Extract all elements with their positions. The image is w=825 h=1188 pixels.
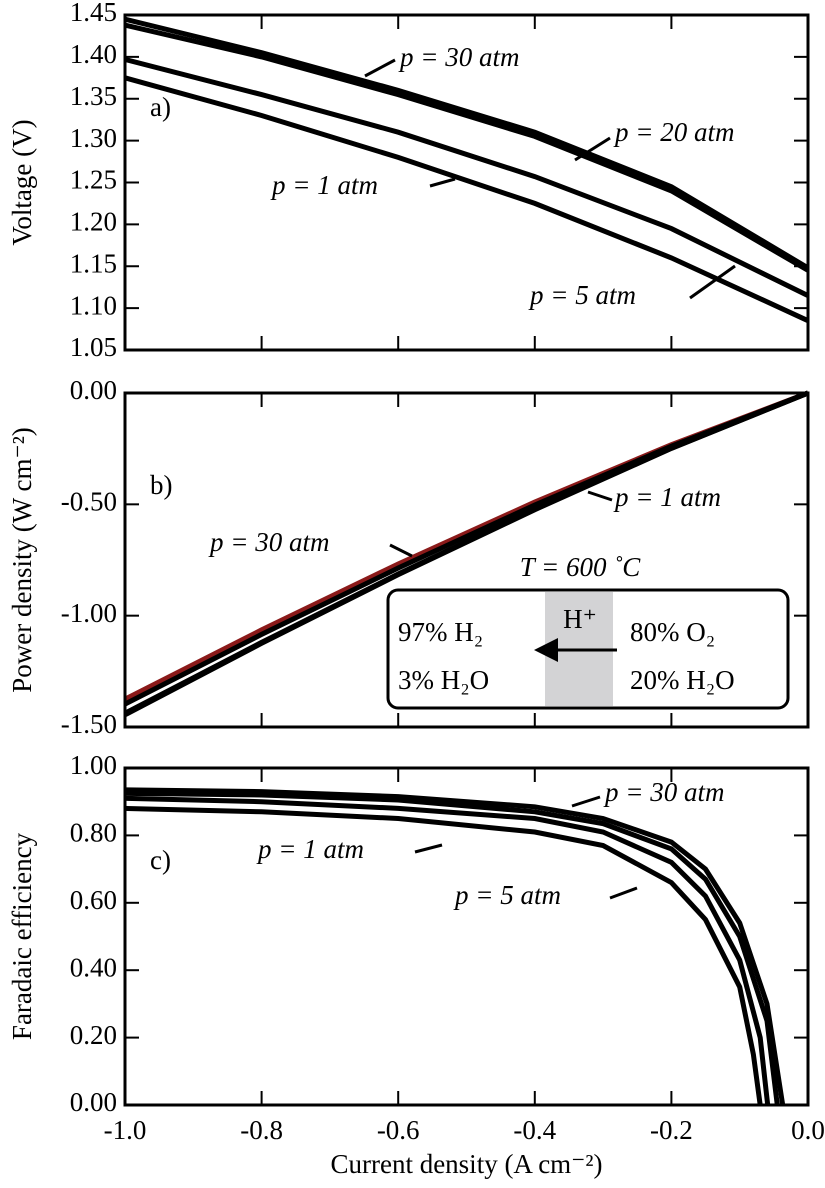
leader-line — [429, 177, 456, 188]
series-label: p = 1 atm — [270, 170, 378, 200]
panel-label: c) — [150, 845, 171, 875]
y-axis-label: Voltage (V) — [7, 119, 37, 245]
series-label: p = 5 atm — [528, 280, 636, 310]
y-tick-label: -1.50 — [61, 709, 117, 739]
leader-line — [574, 136, 611, 162]
leader-line — [609, 886, 638, 900]
y-tick-label: 1.05 — [70, 332, 117, 362]
panel-label: b) — [150, 470, 173, 500]
series-line — [123, 390, 809, 718]
panel-label: a) — [150, 92, 171, 122]
y-tick-label: 0.40 — [70, 952, 117, 982]
series-line — [124, 787, 786, 1106]
leader-line — [571, 795, 601, 808]
inset-title: T = 600 ˚C — [520, 552, 641, 582]
y-tick-label: 1.40 — [70, 39, 117, 69]
y-tick-label: 1.15 — [70, 248, 117, 278]
series-line — [124, 75, 810, 323]
anode-gas: 97% H₂ — [398, 617, 483, 647]
ion-label: H⁺ — [563, 604, 597, 634]
series-line — [124, 22, 810, 273]
y-tick-label: 0.00 — [70, 375, 117, 405]
series-label: p = 30 atm — [208, 527, 329, 557]
x-tick-label: -1.0 — [104, 1115, 147, 1145]
y-tick-label: -0.50 — [61, 487, 117, 517]
series-label: p = 20 atm — [613, 117, 734, 147]
series-label: p = 1 atm — [613, 482, 721, 512]
series-label: p = 30 atm — [398, 42, 519, 72]
x-axis-label: Current density (A cm⁻²) — [330, 1149, 602, 1179]
series-line — [124, 805, 763, 1106]
series-label: p = 1 atm — [256, 834, 364, 864]
series-line — [124, 795, 771, 1106]
plot-frame — [123, 391, 810, 729]
leader-line — [414, 843, 443, 854]
leader-line — [587, 490, 613, 502]
plot-frame — [123, 766, 810, 1107]
leader-line — [364, 58, 396, 78]
cathode-gas: 20% H₂O — [630, 665, 735, 695]
x-tick-label: -0.4 — [513, 1115, 556, 1145]
y-tick-label: 1.00 — [70, 750, 117, 780]
x-tick-label: 0.0 — [791, 1115, 825, 1145]
x-tick-label: -0.2 — [650, 1115, 693, 1145]
y-tick-label: 0.20 — [70, 1020, 117, 1050]
y-axis-label: Power density (W cm⁻²) — [7, 427, 37, 693]
x-tick-label: -0.8 — [240, 1115, 283, 1145]
y-tick-label: 1.25 — [70, 165, 117, 195]
series-label: p = 30 atm — [603, 777, 724, 807]
y-tick-label: 1.20 — [70, 207, 117, 237]
y-tick-label: -1.00 — [61, 598, 117, 628]
anode-gas: 3% H₂O — [398, 665, 489, 695]
y-tick-label: 1.10 — [70, 290, 117, 320]
cathode-gas: 80% O₂ — [630, 617, 715, 647]
y-tick-label: 1.35 — [70, 81, 117, 111]
x-tick-label: -0.6 — [377, 1115, 420, 1145]
y-tick-label: 0.80 — [70, 818, 117, 848]
series-line — [124, 790, 780, 1106]
y-tick-label: 1.45 — [70, 0, 117, 27]
series-line — [124, 16, 810, 271]
plot-frame — [123, 13, 810, 352]
y-tick-label: 0.00 — [70, 1087, 117, 1117]
series-label: p = 5 atm — [453, 880, 561, 910]
series-line — [124, 56, 810, 298]
leader-line — [689, 264, 736, 300]
leader-line — [389, 543, 413, 558]
y-tick-label: 0.60 — [70, 885, 117, 915]
y-tick-label: 1.30 — [70, 123, 117, 153]
y-axis-label: Faradaic efficiency — [7, 832, 37, 1040]
